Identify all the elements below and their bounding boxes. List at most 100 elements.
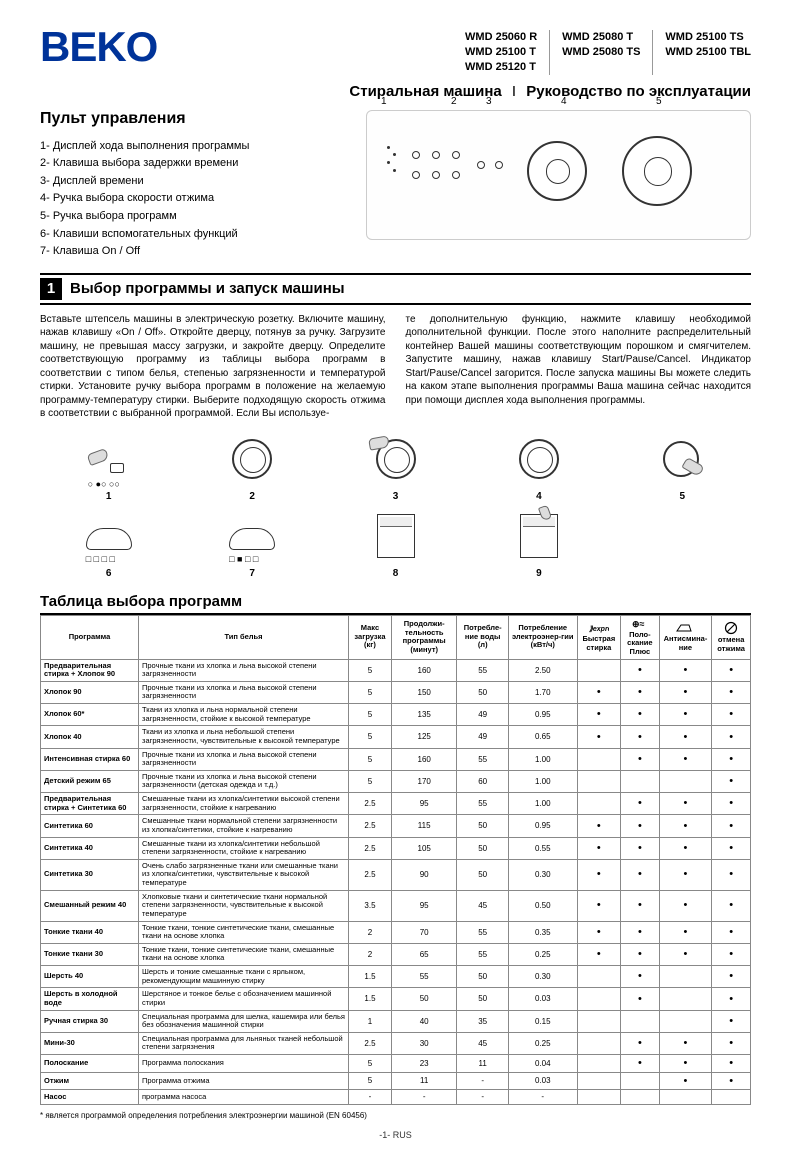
- cell-value: [659, 921, 712, 943]
- panel-arc-icon: [229, 528, 275, 550]
- cell-value: [577, 659, 621, 681]
- model: WMD 25100 TBL: [665, 45, 751, 60]
- table-row: Интенсивная стирка 60Прочные ткани из хл…: [41, 748, 751, 770]
- cp-item: 1- Дисплей хода выполнения программы: [40, 138, 350, 156]
- cell-value: 150: [391, 681, 457, 703]
- cell-value: [577, 859, 621, 890]
- table-row: Тонкие ткани 30Тонкие ткани, тонкие синт…: [41, 943, 751, 965]
- cell-fabric: Прочные ткани из хлопка и льна высокой с…: [139, 659, 349, 681]
- cell-value: [577, 770, 621, 792]
- cp-item: 3- Дисплей времени: [40, 173, 350, 191]
- bullet-icon: [729, 870, 733, 879]
- cell-fabric: Шерсть и тонкие смешанные ткани с ярлыко…: [139, 966, 349, 988]
- cell-fabric: Шерстяное и тонкое белье с обозначением …: [139, 988, 349, 1010]
- cell-value: [621, 659, 660, 681]
- cell-value: 135: [391, 704, 457, 726]
- cell-value: [712, 793, 751, 815]
- cell-program: Предварительная стирка + Хлопок 90: [41, 659, 139, 681]
- cell-value: 0.25: [508, 943, 577, 965]
- cell-fabric: Прочные ткани из хлопка и льна высокой с…: [139, 770, 349, 792]
- cell-value: 3.5: [349, 890, 392, 921]
- cell-value: [659, 704, 712, 726]
- section-1-col1: Вставьте штепсель машины в электрическую…: [40, 313, 386, 421]
- cell-value: [621, 1032, 660, 1054]
- cp-item: 5- Ручка выбора программ: [40, 208, 350, 226]
- cell-fabric: Очень слабо загрязненные ткани или смеша…: [139, 859, 349, 890]
- cell-value: 0.04: [508, 1055, 577, 1073]
- cell-value: [621, 1055, 660, 1073]
- cell-value: -: [457, 1090, 508, 1104]
- step-illustration: [510, 508, 568, 566]
- table-row: Хлопок 60*Ткани из хлопка и льна нормаль…: [41, 704, 751, 726]
- panel-buttons-icon: □ □ □ □: [86, 554, 115, 564]
- cell-program: Хлопок 40: [41, 726, 139, 748]
- cell-value: [659, 988, 712, 1010]
- table-row: Ручная стирка 30Специальная программа дл…: [41, 1010, 751, 1032]
- page-footer: -1- RUS: [40, 1130, 751, 1140]
- bullet-icon: [597, 688, 601, 697]
- step-illustration: [510, 431, 568, 489]
- cell-value: [621, 793, 660, 815]
- model: WMD 25100 TS: [665, 30, 751, 45]
- cell-program: Шерсть 40: [41, 966, 139, 988]
- cell-fabric: Смешанные ткани нормальной степени загря…: [139, 815, 349, 837]
- control-panel-section: Пульт управления 1- Дисплей хода выполне…: [40, 110, 751, 261]
- cell-value: 55: [457, 748, 508, 770]
- cell-fabric: программа насоса: [139, 1090, 349, 1104]
- callout-num: 2: [451, 96, 457, 107]
- cell-value: [712, 704, 751, 726]
- callout-num: 1: [381, 96, 387, 107]
- bullet-icon: [638, 950, 642, 959]
- table-row: Детский режим 65Прочные ткани из хлопка …: [41, 770, 751, 792]
- bullet-icon: [684, 822, 688, 831]
- callout-num: 5: [656, 96, 662, 107]
- cell-program: Синтетика 30: [41, 859, 139, 890]
- bullet-icon: [729, 1017, 733, 1026]
- cell-value: [659, 659, 712, 681]
- cell-value: 49: [457, 726, 508, 748]
- table-row: ПолосканиеПрограмма полоскания523110.04: [41, 1055, 751, 1073]
- bullet-icon: [597, 928, 601, 937]
- cell-program: Предварительная стирка + Синтетика 60: [41, 793, 139, 815]
- cell-program: Синтетика 40: [41, 837, 139, 859]
- cell-value: -: [457, 1072, 508, 1090]
- cell-fabric: Тонкие ткани, тонкие синтетические ткани…: [139, 943, 349, 965]
- table-footnote: * является программой определения потреб…: [40, 1111, 751, 1120]
- cell-value: [577, 943, 621, 965]
- cell-value: [712, 770, 751, 792]
- bullet-icon: [638, 822, 642, 831]
- cell-value: [659, 943, 712, 965]
- express-icon: ⟫express: [589, 622, 609, 634]
- step-1: ○ ●○ ○○ 1: [40, 431, 177, 502]
- cell-value: [621, 704, 660, 726]
- cell-value: 45: [457, 890, 508, 921]
- cell-program: Интенсивная стирка 60: [41, 748, 139, 770]
- section-1-col2: те дополнительную функцию, нажмите клави…: [406, 313, 752, 421]
- cell-fabric: Специальная программа для льняных тканей…: [139, 1032, 349, 1054]
- bullet-icon: [684, 710, 688, 719]
- cell-value: 55: [457, 921, 508, 943]
- bullet-icon: [684, 1039, 688, 1048]
- cell-fabric: Прочные ткани из хлопка и льна высокой с…: [139, 681, 349, 703]
- cell-value: 50: [457, 859, 508, 890]
- th-program: Программа: [41, 615, 139, 659]
- model-col-1: WMD 25060 R WMD 25100 T WMD 25120 T: [465, 30, 550, 75]
- control-panel-diagram-wrap: 1 2 3 4 5: [366, 110, 751, 261]
- table-row: Хлопок 90Прочные ткани из хлопка и льна …: [41, 681, 751, 703]
- cell-value: [659, 1072, 712, 1090]
- cell-value: 160: [391, 748, 457, 770]
- th-nospin-label: отмена отжима: [717, 635, 745, 653]
- cell-fabric: Прочные ткани из хлопка и льна высокой с…: [139, 748, 349, 770]
- table-row: Тонкие ткани 40Тонкие ткани, тонкие синт…: [41, 921, 751, 943]
- step-2: 2: [183, 431, 320, 502]
- cell-value: 1: [349, 1010, 392, 1032]
- drawer-tray-icon: [380, 517, 412, 527]
- table-row: Синтетика 40Смешанные ткани из хлопка/си…: [41, 837, 751, 859]
- bullet-icon: [729, 972, 733, 981]
- step-7: □ ■ □ □ 7: [183, 508, 320, 579]
- cell-value: 105: [391, 837, 457, 859]
- cell-value: [577, 748, 621, 770]
- bullet-icon: [638, 1059, 642, 1068]
- th-duration: Продолжи-тельность программы (минут): [391, 615, 457, 659]
- cell-value: 0.35: [508, 921, 577, 943]
